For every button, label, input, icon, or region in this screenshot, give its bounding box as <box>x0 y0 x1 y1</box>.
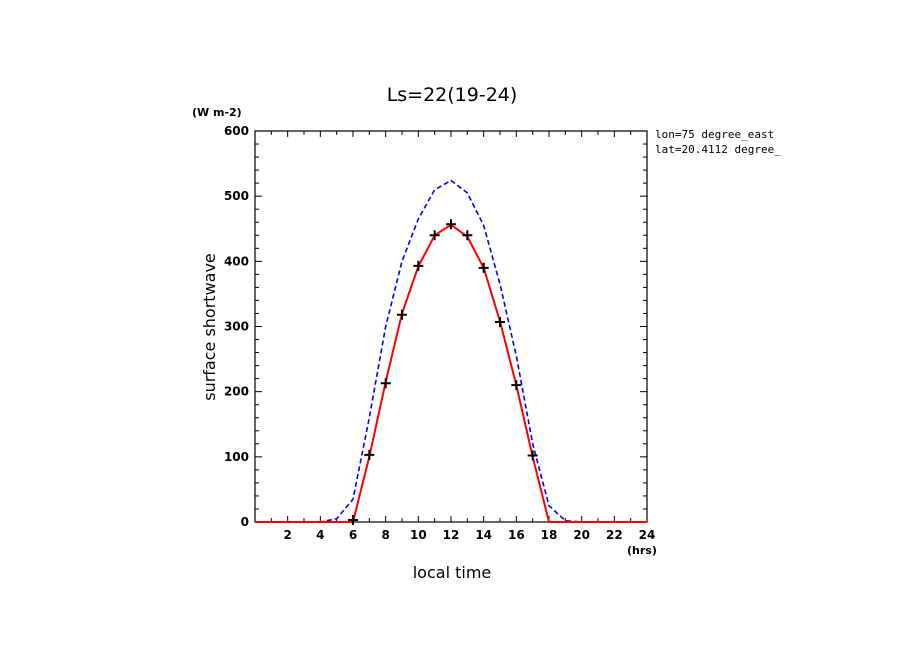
y-axis-title: surface shortwave <box>200 253 219 401</box>
data-point-marker <box>364 449 375 460</box>
x-tick-label: 24 <box>639 528 656 542</box>
data-point-marker <box>429 230 440 241</box>
y-tick-label: 600 <box>224 124 249 138</box>
x-tick-label: 8 <box>381 528 389 542</box>
data-point-marker <box>348 515 358 526</box>
data-point-marker <box>527 450 538 461</box>
y-tick-label: 300 <box>224 320 249 334</box>
x-tick-label: 10 <box>410 528 427 542</box>
data-point-marker <box>462 230 473 241</box>
plot-frame <box>254 130 648 523</box>
x-tick-label: 20 <box>573 528 590 542</box>
y-axis-unit: (W m-2) <box>192 106 242 119</box>
data-point-marker <box>446 219 456 230</box>
y-tick-label: 500 <box>224 189 249 203</box>
x-tick-label: 2 <box>283 528 291 542</box>
y-tick-label: 0 <box>241 515 249 529</box>
x-tick-label: 16 <box>508 528 525 542</box>
x-tick-label: 4 <box>316 528 324 542</box>
data-point-marker <box>380 378 391 389</box>
data-point-marker <box>495 316 505 327</box>
x-tick-label: 6 <box>349 528 357 542</box>
x-tick-label: 18 <box>541 528 558 542</box>
x-tick-label: 12 <box>443 528 460 542</box>
data-point-marker <box>413 260 424 271</box>
x-tick-label: 22 <box>606 528 623 542</box>
y-tick-label: 400 <box>224 254 249 268</box>
series-line-solid <box>255 223 647 523</box>
data-point-marker <box>397 309 407 320</box>
data-point-marker <box>478 262 489 273</box>
data-point-marker <box>511 380 522 391</box>
chart-title: Ls=22(19-24) <box>387 84 518 106</box>
x-axis-unit: (hrs) <box>627 544 657 557</box>
annotation-lat: lat=20.4112 degree_ <box>655 143 781 156</box>
y-tick-label: 100 <box>224 450 249 464</box>
y-tick-label: 200 <box>224 385 249 399</box>
x-tick-label: 14 <box>475 528 492 542</box>
annotation-lon: lon=75 degree_east <box>655 128 774 141</box>
x-axis-title: local time <box>413 563 492 582</box>
series-line-dashed <box>255 179 647 523</box>
